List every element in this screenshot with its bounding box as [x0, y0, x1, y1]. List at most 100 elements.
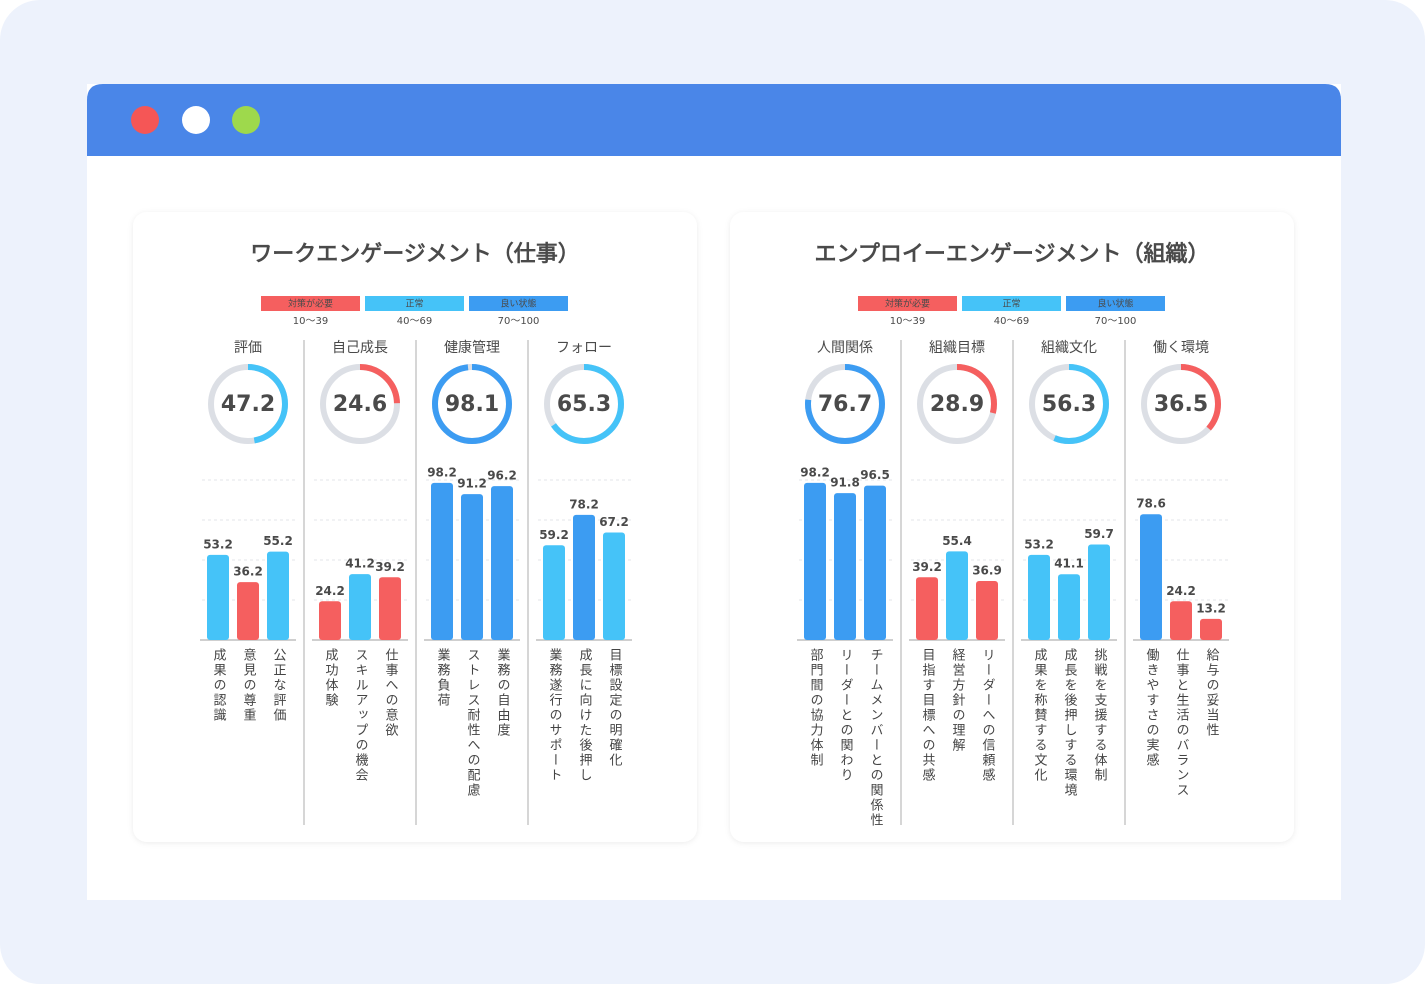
bar	[1088, 544, 1110, 640]
bar-category: 目指す目標への共感	[920, 648, 936, 783]
bar	[916, 577, 938, 640]
bar	[207, 554, 229, 640]
legend-label: 対策が必要	[885, 298, 930, 310]
bar-category: 給与の妥当性	[1204, 648, 1220, 738]
bar-category: 成長を後押しする環境	[1062, 648, 1078, 798]
bar-category: 経営方針の理解	[950, 648, 966, 753]
bar-value: 39.2	[375, 560, 405, 574]
bar-category: 成果の認識	[211, 648, 227, 723]
bar-value: 36.2	[233, 565, 263, 579]
panel-title: エンプロイーエンゲージメント（組織）	[815, 241, 1210, 267]
legend-label: 正常	[405, 298, 423, 310]
bar	[431, 482, 453, 640]
bar-value: 96.2	[487, 469, 517, 483]
gauge-score: 65.3	[557, 392, 611, 417]
content: ワークエンゲージメント（仕事） 対策が必要 10〜39 正常 40〜69 良い状態 70〜1…	[200, 241, 1229, 828]
gauge-arc	[805, 364, 885, 444]
gauge-score: 47.2	[221, 392, 275, 417]
bar-category: 目標設定の明確化	[607, 648, 623, 768]
gauge-arc	[544, 364, 624, 444]
maximize-button[interactable]	[232, 106, 260, 134]
bar-category: 公正な評価	[271, 648, 287, 723]
bar-value: 98.2	[800, 465, 830, 479]
bar-value: 91.2	[457, 477, 487, 491]
bar-value: 59.7	[1084, 527, 1114, 541]
group-name: 働く環境	[1153, 340, 1209, 356]
minimize-button[interactable]	[182, 106, 210, 134]
bar-value: 96.5	[860, 468, 890, 482]
bar-value: 53.2	[203, 537, 233, 551]
bar-value: 55.2	[263, 534, 293, 548]
bar-value: 53.2	[1024, 537, 1054, 551]
bar-value: 36.9	[972, 563, 1002, 577]
bar-category: 部門間の協力体制	[808, 648, 824, 768]
legend-range: 40〜69	[397, 316, 432, 327]
bar	[491, 486, 513, 640]
bar-category: 成果を称賛する文化	[1032, 648, 1048, 783]
legend-range: 70〜100	[498, 316, 540, 327]
legend-range: 10〜39	[890, 316, 925, 327]
bar-value: 78.6	[1136, 497, 1166, 511]
bar-value: 59.2	[539, 528, 569, 542]
close-button[interactable]	[131, 106, 159, 134]
bar-category: ストレス耐性への配慮	[465, 648, 481, 798]
legend-range: 40〜69	[994, 316, 1029, 327]
bar-value: 41.2	[345, 557, 375, 571]
bar-category: 仕事への意欲	[383, 648, 399, 738]
bar	[461, 494, 483, 640]
bar-value: 13.2	[1196, 601, 1226, 615]
bar-category: スキルアップの機会	[353, 648, 369, 783]
bar-category: 意見の尊重	[241, 648, 257, 723]
gauge-score: 36.5	[1154, 392, 1208, 417]
bar	[1140, 514, 1162, 640]
bar	[976, 580, 998, 640]
bar-value: 98.2	[427, 465, 457, 479]
bar	[267, 551, 289, 640]
group-name: 組織文化	[1041, 340, 1097, 356]
bar	[543, 545, 565, 640]
legend-range: 10〜39	[293, 316, 328, 327]
bar-category: リーダーへの信頼感	[980, 648, 996, 783]
group-name: 人間関係	[817, 340, 873, 356]
bar-category: チームメンバーとの関係性	[868, 648, 884, 828]
legend-swatch	[858, 296, 957, 311]
group-name: 組織目標	[929, 340, 985, 356]
bar	[834, 493, 856, 640]
bar-category: 業務の自由度	[495, 647, 511, 738]
bar-category: 挑戦を支援する体制	[1092, 648, 1108, 783]
bar	[804, 482, 826, 640]
legend-swatch	[1066, 296, 1165, 311]
gauge-arc	[320, 364, 400, 444]
gauge-score: 24.6	[333, 392, 387, 417]
bar-value: 91.8	[830, 476, 860, 490]
bar	[1170, 601, 1192, 640]
bar	[1058, 574, 1080, 640]
bar-category: 成長に向けた後押し	[577, 648, 593, 783]
bar-category: 働きやすさの実感	[1144, 648, 1160, 768]
bar-category: 業務遂行のサポート	[547, 647, 563, 783]
legend-swatch	[469, 296, 568, 311]
legend-swatch	[261, 296, 360, 311]
group-name: 評価	[234, 340, 262, 356]
bar-category: 成功体験	[323, 648, 339, 708]
bar	[349, 574, 371, 640]
bar-category: 業務負荷	[435, 647, 451, 708]
legend-range: 70〜100	[1095, 316, 1137, 327]
gauge-arc	[1141, 364, 1221, 444]
gauge-score: 76.7	[818, 392, 872, 417]
bar-category: 仕事と生活のバランス	[1174, 648, 1190, 798]
gauge-score: 98.1	[445, 392, 499, 417]
bar	[603, 532, 625, 640]
bar-value: 24.2	[315, 584, 345, 598]
gauge-arc	[917, 364, 997, 444]
bar-value: 55.4	[942, 534, 972, 548]
group-name: 健康管理	[444, 339, 500, 356]
gauge-score: 28.9	[930, 392, 984, 417]
bar-value: 78.2	[569, 497, 599, 511]
window-titlebar	[87, 84, 1341, 156]
bar	[1200, 618, 1222, 640]
bar-value: 67.2	[599, 515, 629, 529]
gauge-arc	[1029, 364, 1109, 444]
bar	[864, 485, 886, 640]
bar-value: 24.2	[1166, 584, 1196, 598]
